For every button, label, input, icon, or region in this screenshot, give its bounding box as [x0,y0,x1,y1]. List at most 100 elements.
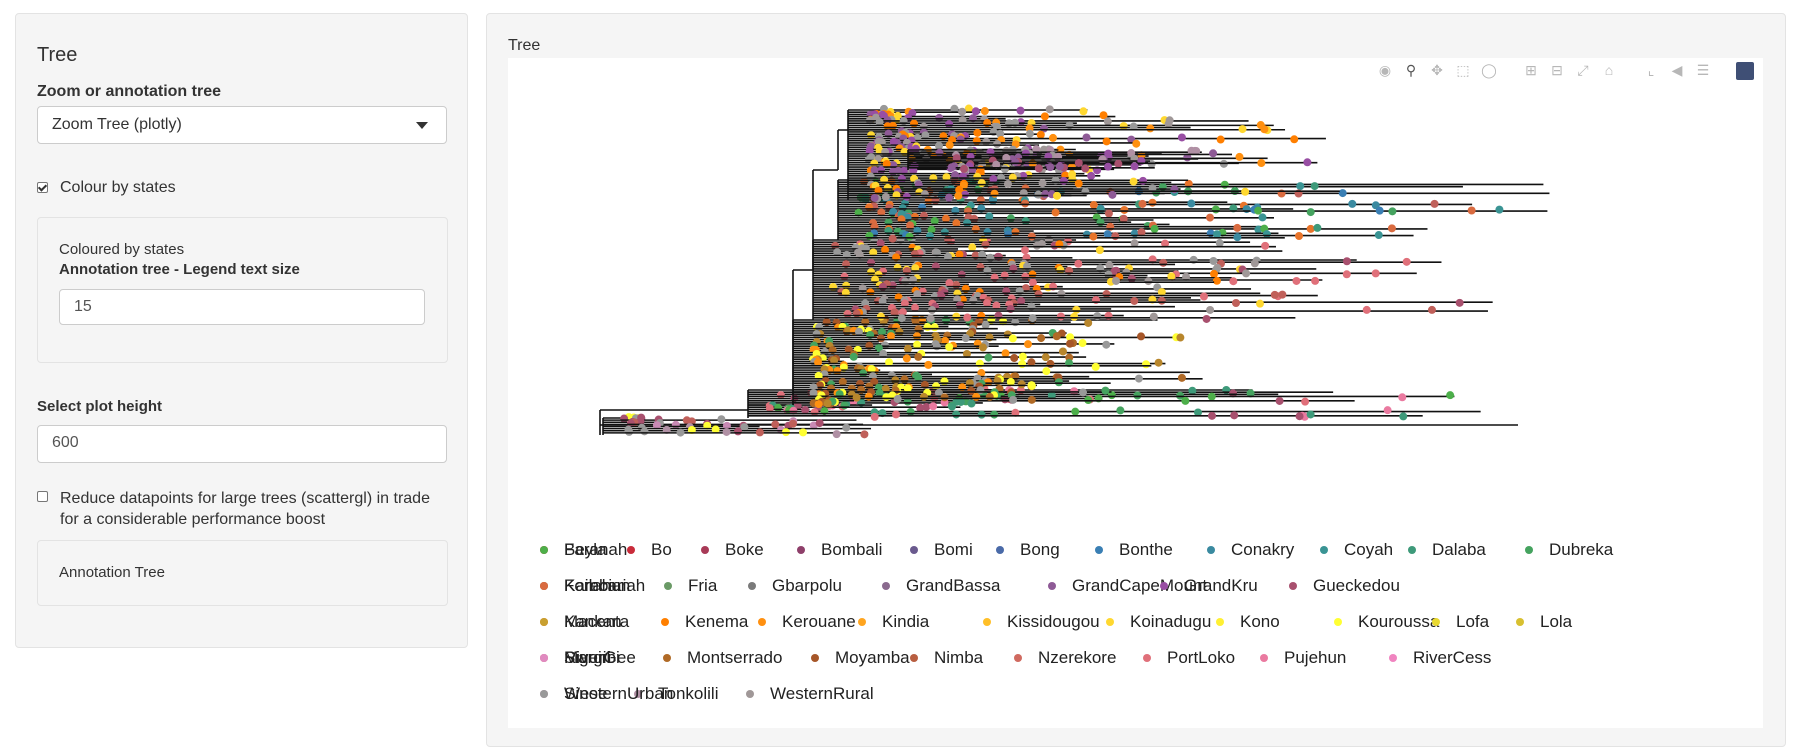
tree-node[interactable] [1495,205,1504,214]
tree-node[interactable] [950,104,959,113]
tree-node[interactable] [1209,149,1218,158]
legend-item[interactable]: WesternRural [746,684,874,704]
tree-node[interactable] [1455,298,1464,307]
tree-node[interactable] [1114,159,1123,168]
tree-node[interactable] [967,386,976,395]
tree-node[interactable] [840,401,849,410]
tree-node[interactable] [1130,239,1139,248]
tree-node[interactable] [1079,107,1088,116]
tree-node[interactable] [902,354,911,363]
tree-node[interactable] [1089,232,1098,241]
tree-node[interactable] [1130,296,1139,305]
tree-node[interactable] [1104,311,1113,320]
tree-node[interactable] [901,277,910,286]
tree-node[interactable] [722,427,731,436]
tree-node[interactable] [1045,105,1054,114]
tree-node[interactable] [815,323,824,332]
tree-node[interactable] [945,141,954,150]
tree-node[interactable] [945,279,954,288]
legend-item[interactable]: Bo [627,540,672,560]
tree-node[interactable] [1018,360,1027,369]
tree-node[interactable] [1383,406,1392,415]
pan-icon[interactable]: ✥ [1431,62,1443,78]
tree-node[interactable] [879,349,888,358]
tree-node[interactable] [941,214,950,223]
tree-node[interactable] [1199,292,1208,301]
tree-node[interactable] [1027,381,1036,390]
tree-node[interactable] [1042,367,1051,376]
tree-node[interactable] [1250,259,1259,268]
tree-node[interactable] [981,240,990,249]
tree-node[interactable] [1072,305,1081,314]
tree-node[interactable] [877,166,886,175]
tree-node[interactable] [1116,406,1125,415]
tree-node[interactable] [1104,209,1113,218]
tree-node[interactable] [1306,224,1315,233]
tree-node[interactable] [1371,269,1380,278]
tree-node[interactable] [1011,408,1020,417]
tree-node[interactable] [903,344,912,353]
tree-node[interactable] [833,248,842,257]
tree-node[interactable] [1398,393,1407,402]
tree-node[interactable] [890,308,899,317]
tree-node[interactable] [1342,257,1351,266]
tree-node[interactable] [906,407,915,416]
tree-node[interactable] [838,377,847,386]
legend-item[interactable]: Dalaba [1408,540,1486,560]
tree-node[interactable] [1313,223,1322,232]
spike-lines-icon[interactable]: ⌞ [1647,62,1655,78]
tree-node[interactable] [1129,177,1138,186]
tree-node[interactable] [911,317,920,326]
tree-node[interactable] [774,403,783,412]
tree-node[interactable] [878,328,887,337]
tree-node[interactable] [1254,206,1263,215]
tree-node[interactable] [1046,359,1055,368]
tree-node[interactable] [1074,158,1083,167]
tree-node[interactable] [1028,278,1037,287]
tree-node[interactable] [918,203,927,212]
tree-node[interactable] [852,393,861,402]
tree-node[interactable] [1207,392,1216,401]
legend-item[interactable]: Gbarpolu [748,576,842,596]
tree-node[interactable] [1002,153,1011,162]
tree-node[interactable] [889,207,898,216]
tree-node[interactable] [1157,296,1166,305]
tree-node[interactable] [866,172,875,181]
tree-node[interactable] [1103,230,1112,239]
tree-node[interactable] [1041,353,1050,362]
tree-node[interactable] [1053,191,1062,200]
tree-node[interactable] [941,336,950,345]
tree-node[interactable] [1051,208,1060,217]
tree-node[interactable] [1295,232,1304,241]
tree-node[interactable] [934,388,943,397]
tree-node[interactable] [1119,214,1128,223]
plot-height-input[interactable]: 600 [37,425,447,463]
tree-node[interactable] [959,164,968,173]
tree-node[interactable] [682,416,691,425]
tree-node[interactable] [1257,159,1266,168]
tree-node[interactable] [898,308,907,317]
tree-node[interactable] [1278,290,1287,299]
legend-item[interactable]: Conakry [1207,540,1294,560]
tree-node[interactable] [921,131,930,140]
tree-node[interactable] [1018,352,1027,361]
tree-node[interactable] [1034,164,1043,173]
tree-node[interactable] [1082,133,1091,142]
tree-node[interactable] [1262,230,1271,239]
legend-item[interactable]: Faranah [540,540,627,560]
zoom-icon[interactable]: ⚲ [1405,62,1417,78]
tree-node[interactable] [1159,258,1168,267]
tree-node[interactable] [866,288,875,297]
tree-node[interactable] [914,352,923,361]
tree-node[interactable] [996,129,1005,138]
tree-node[interactable] [1150,224,1159,233]
tree-node[interactable] [740,423,749,432]
legend-item[interactable]: Koinadugu [1106,612,1211,632]
tree-node[interactable] [1296,182,1305,191]
tree-node[interactable] [940,228,949,237]
legend-item[interactable]: Pujehun [1260,648,1346,668]
tree-node[interactable] [1255,299,1264,308]
legend-item[interactable]: Coyah [1320,540,1393,560]
tree-node[interactable] [1154,358,1163,367]
tree-node[interactable] [1229,389,1238,398]
